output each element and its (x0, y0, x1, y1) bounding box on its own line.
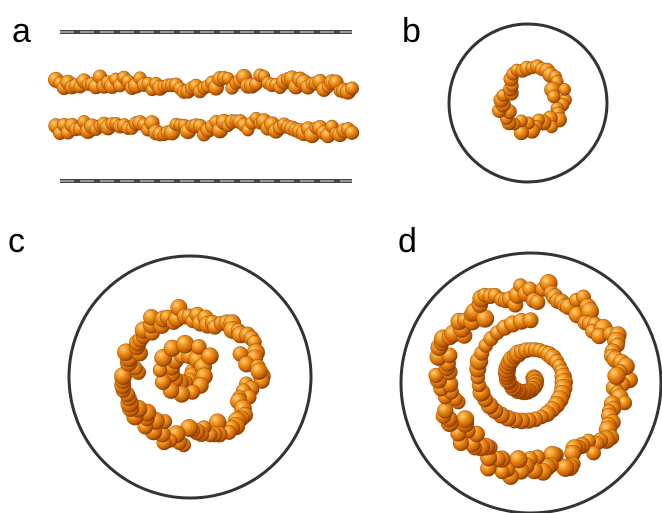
molecule (48, 60, 638, 485)
atom (530, 295, 545, 310)
atom (251, 363, 268, 380)
atom (176, 335, 194, 353)
atom (456, 411, 474, 429)
page: {"panels": [{"label": "a"}, {"label": "b… (0, 0, 662, 513)
atom (523, 313, 539, 329)
nanotube-walls (60, 32, 352, 181)
atom (608, 367, 626, 385)
panel-label: d (398, 222, 417, 260)
tube-cross-section (449, 24, 607, 182)
panel-label: a (12, 12, 31, 50)
atom (345, 82, 359, 96)
panel-label: c (8, 222, 25, 260)
figure: a b c d (0, 0, 662, 513)
atom (559, 83, 571, 95)
panel-label: b (402, 12, 421, 50)
atom (345, 126, 359, 140)
atom (437, 403, 453, 419)
atom (202, 348, 219, 365)
atom (547, 90, 560, 103)
